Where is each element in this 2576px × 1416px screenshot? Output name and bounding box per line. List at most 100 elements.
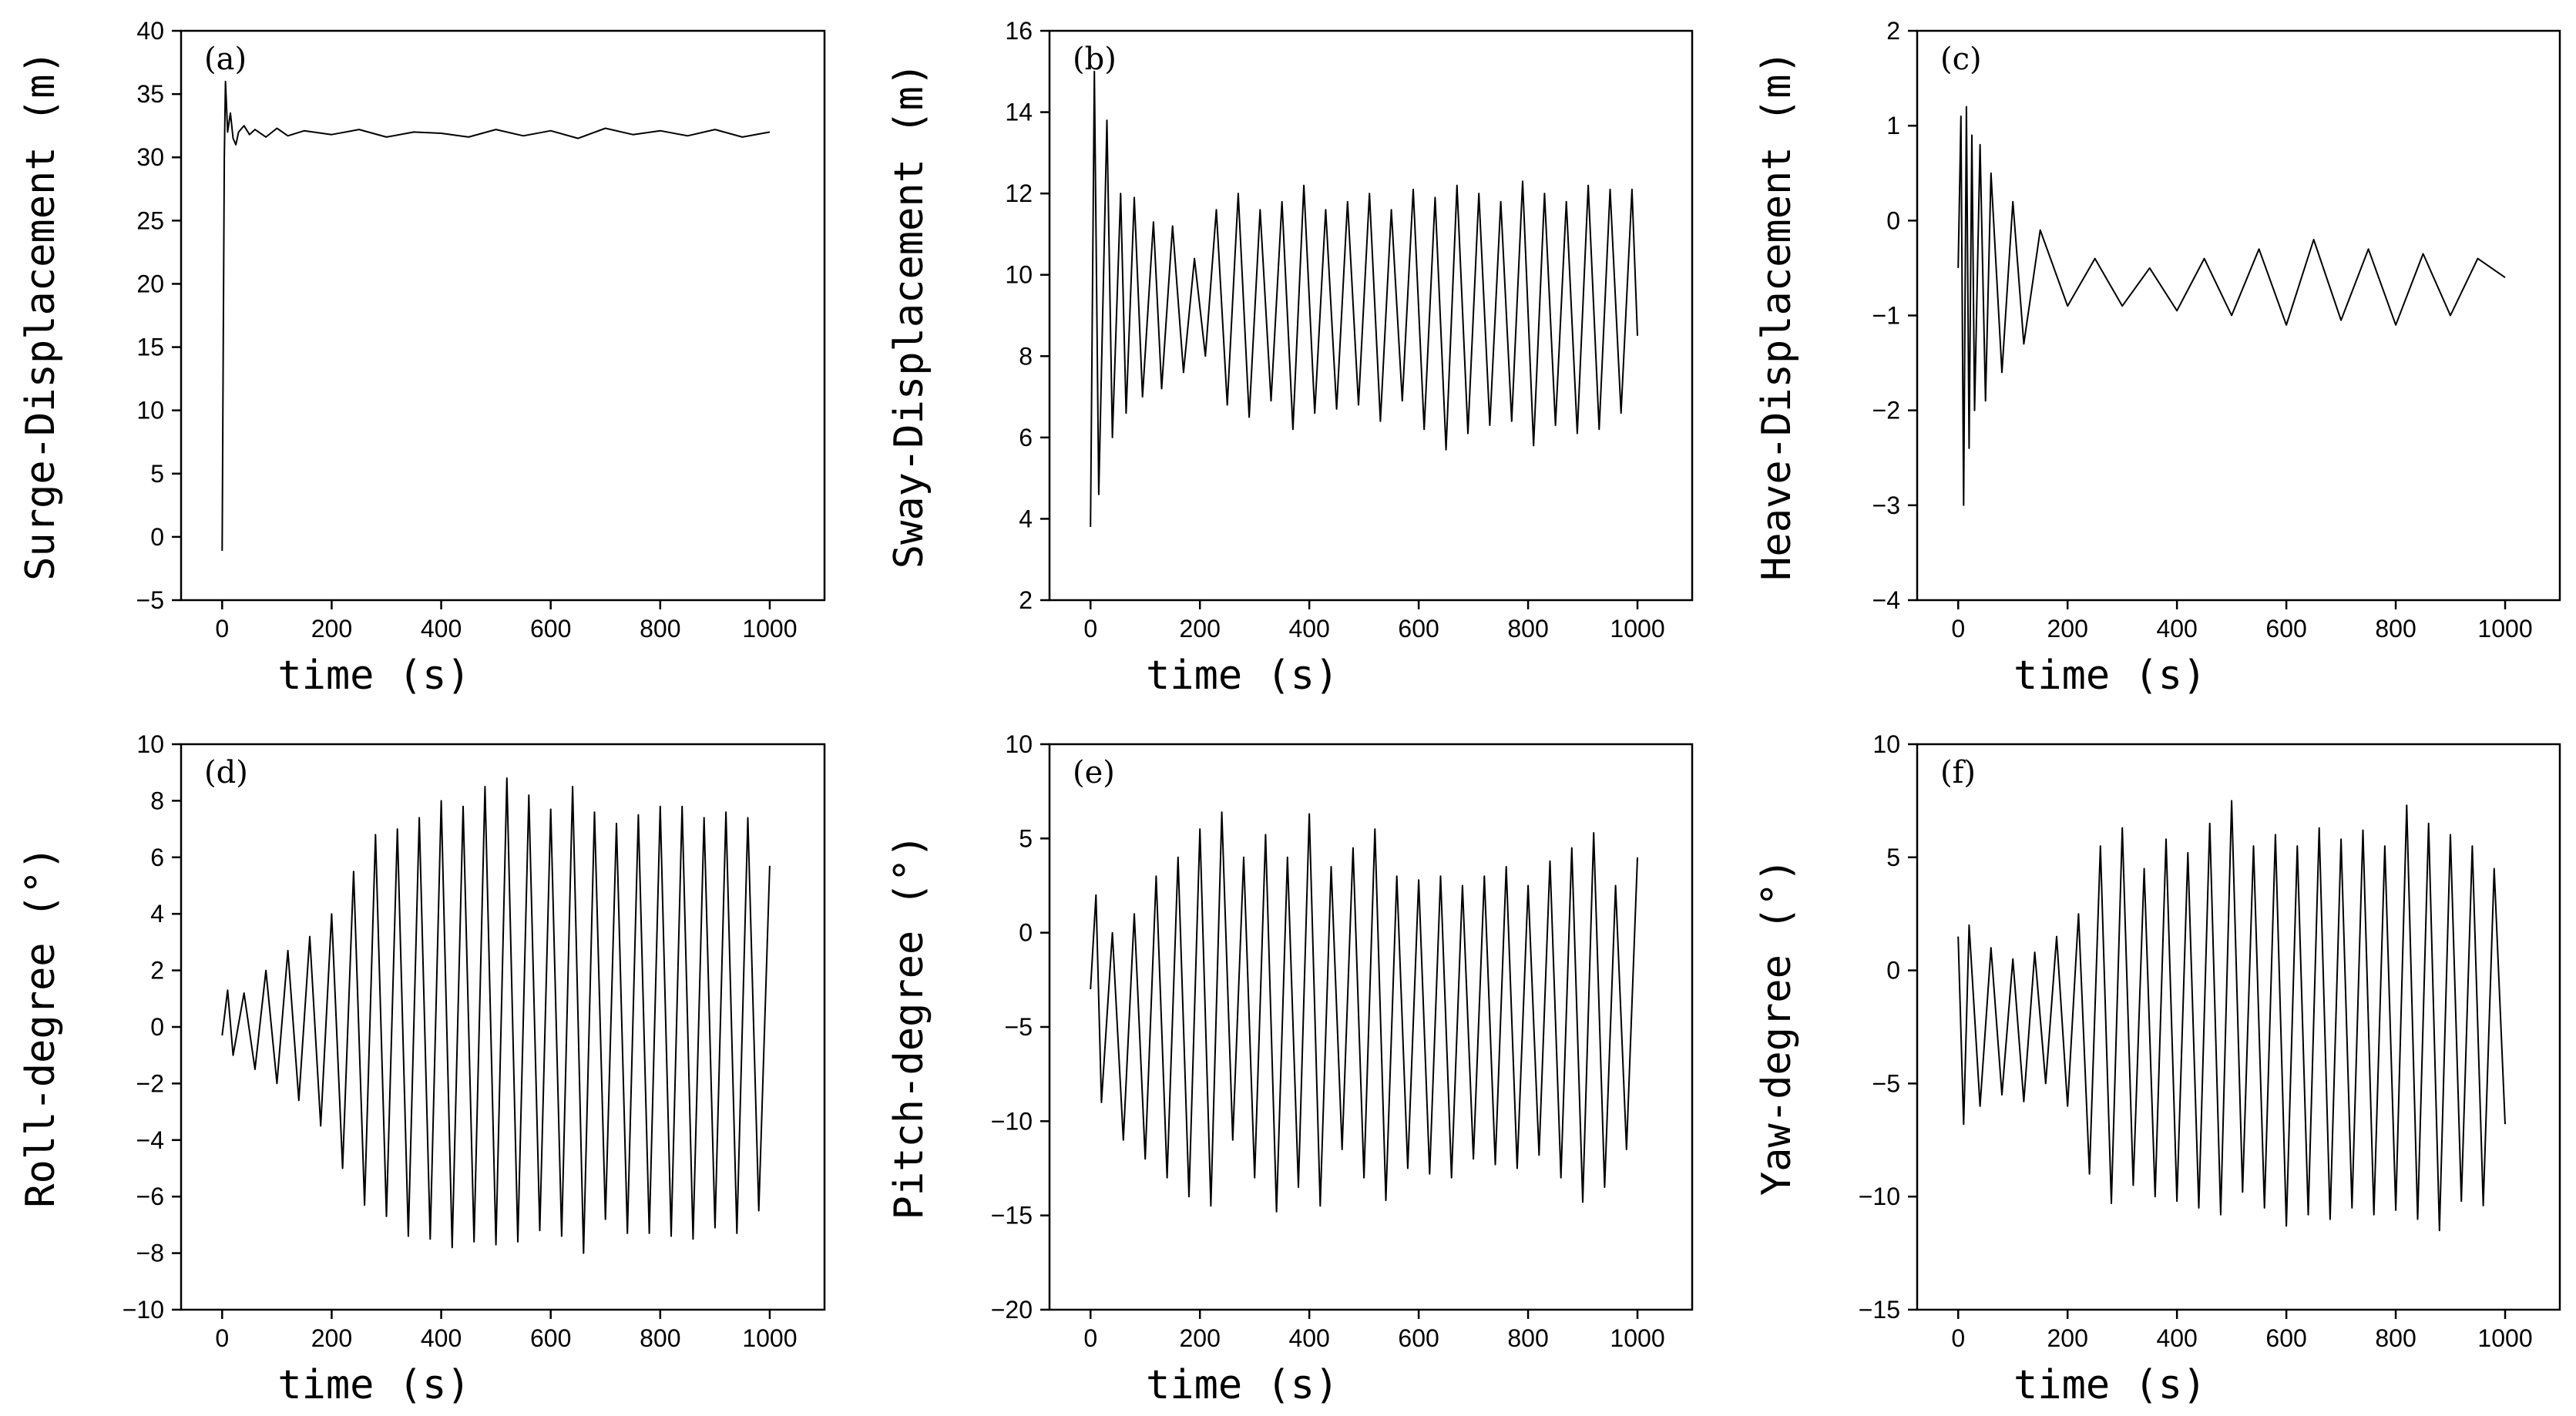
y-tick-label: −4 [1872, 586, 1900, 614]
y-tick-label: 0 [150, 523, 164, 551]
x-tick-label: 800 [1507, 1324, 1548, 1352]
y-tick-label: 10 [1005, 730, 1033, 758]
panel-label: (a) [204, 42, 247, 77]
y-tick-label: 2 [1019, 586, 1033, 614]
panel-label: (c) [1940, 42, 1982, 77]
y-tick-label: 0 [1886, 206, 1900, 234]
x-tick-label: 1000 [742, 615, 797, 643]
y-tick-label: −10 [123, 1296, 164, 1324]
x-tick-label: 600 [1398, 1324, 1439, 1352]
y-tick-label: 2 [1886, 17, 1900, 45]
series-line-yaw [1957, 800, 2506, 1232]
x-tick-label: 600 [530, 1324, 571, 1352]
y-tick-label: 16 [1005, 17, 1033, 45]
x-axis-label: time (s) [277, 1362, 470, 1408]
x-tick-label: 600 [530, 615, 571, 643]
y-tick-label: −5 [1872, 1069, 1900, 1097]
y-axis-label: Roll-degree (°) [18, 846, 64, 1208]
x-tick-label: 0 [1951, 1324, 1965, 1352]
x-tick-label: 200 [1179, 615, 1220, 643]
y-tick-label: 0 [1886, 957, 1900, 985]
x-tick-label: 800 [640, 615, 680, 643]
y-axis-label: Pitch-degree (°) [886, 834, 932, 1220]
series-line-sway [1090, 70, 1638, 528]
x-tick-label: 1000 [1610, 615, 1664, 643]
x-tick-label: 400 [1288, 1324, 1329, 1352]
y-tick-label: 8 [1019, 342, 1033, 370]
y-tick-label: −4 [136, 1126, 164, 1154]
chart-panel-1: 0 200 400 600 800 1000 −5 0 5 10 15 20 25 30 35 40 time … [18, 17, 826, 699]
x-tick-label: 200 [2047, 615, 2087, 643]
x-tick-label: 0 [1083, 1324, 1097, 1352]
y-tick-label: −2 [136, 1069, 164, 1097]
x-tick-label: 800 [1507, 615, 1548, 643]
x-axis-label: time (s) [2013, 1362, 2206, 1408]
series-line-surge [221, 80, 771, 552]
y-tick-label: 6 [1019, 424, 1033, 451]
x-tick-label: 400 [1288, 615, 1329, 643]
y-tick-label: 14 [1005, 99, 1033, 126]
y-tick-label: 4 [1019, 505, 1033, 532]
x-tick-label: 1000 [2477, 1324, 2532, 1352]
y-tick-label: 5 [1886, 844, 1900, 871]
series-line-roll [221, 777, 771, 1254]
chart-panel-4: 0 200 400 600 800 1000 −10 −8 −6 −4 −2 0 2 4 6 8 10 time … [18, 730, 826, 1408]
y-tick-label: 10 [1005, 261, 1033, 289]
x-tick-label: 1000 [1610, 1324, 1664, 1352]
y-tick-label: 8 [150, 787, 164, 814]
x-tick-label: 200 [311, 615, 352, 643]
y-tick-label: 15 [136, 334, 164, 361]
y-tick-label: 35 [136, 80, 164, 108]
panel-label: (f) [1940, 755, 1976, 790]
x-axis-label: time (s) [277, 653, 470, 699]
chart-panel-5: 0 200 400 600 800 1000 −20 −15 −10 −5 0 5 10 time (s)… [886, 730, 1694, 1408]
x-tick-label: 800 [2375, 1324, 2416, 1352]
plot-frame [1048, 29, 1694, 602]
series-line-pitch [1090, 811, 1638, 1213]
y-tick-label: −6 [136, 1183, 164, 1210]
x-tick-label: 200 [311, 1324, 352, 1352]
y-tick-label: 6 [150, 844, 164, 871]
x-tick-label: 1000 [742, 1324, 797, 1352]
chart-panel-2: 0 200 400 600 800 1000 2 4 6 8 10 12 14 16 time (s) Swa… [886, 17, 1694, 699]
x-tick-label: 800 [2375, 615, 2416, 643]
x-tick-label: 200 [2047, 1324, 2087, 1352]
plot-frame [180, 743, 826, 1311]
x-tick-label: 600 [2265, 615, 2306, 643]
y-tick-label: 2 [150, 957, 164, 985]
plot-frame [1048, 743, 1694, 1311]
x-tick-label: 400 [2156, 1324, 2197, 1352]
y-tick-label: 10 [1872, 730, 1900, 758]
x-tick-label: 0 [215, 1324, 229, 1352]
chart-panel-6: 0 200 400 600 800 1000 −15 −10 −5 0 5 10 time (s) Yaw… [1754, 730, 2561, 1408]
x-tick-label: 600 [1398, 615, 1439, 643]
x-tick-label: 400 [2156, 615, 2197, 643]
panel-label: (e) [1073, 755, 1115, 790]
y-axis-label: Sway-Displacement (m) [886, 62, 932, 569]
x-tick-label: 200 [1179, 1324, 1220, 1352]
y-tick-label: −3 [1872, 492, 1900, 519]
series-line-heave [1957, 106, 2506, 506]
y-tick-label: 4 [150, 900, 164, 928]
x-tick-label: 400 [421, 1324, 462, 1352]
plot-frame [1916, 743, 2561, 1311]
y-tick-label: −15 [991, 1202, 1033, 1230]
y-tick-label: −2 [1872, 397, 1900, 424]
y-tick-label: 1 [1886, 112, 1900, 139]
y-tick-label: −5 [136, 586, 164, 614]
y-tick-label: 30 [136, 143, 164, 171]
y-tick-label: 5 [150, 460, 164, 488]
x-axis-label: time (s) [1146, 1362, 1338, 1408]
x-tick-label: 400 [421, 615, 462, 643]
y-tick-label: 10 [136, 730, 164, 758]
y-tick-label: 12 [1005, 180, 1033, 207]
y-axis-label: Surge-Displacement (m) [18, 50, 64, 581]
x-tick-label: 0 [1951, 615, 1965, 643]
y-tick-label: −10 [991, 1107, 1033, 1135]
y-tick-label: 0 [150, 1013, 164, 1041]
y-tick-label: −20 [991, 1296, 1033, 1324]
y-axis-label: Yaw-degree (°) [1754, 858, 1800, 1196]
x-axis-label: time (s) [2013, 653, 2206, 699]
y-tick-label: 5 [1019, 824, 1033, 852]
panel-label: (b) [1073, 42, 1117, 77]
